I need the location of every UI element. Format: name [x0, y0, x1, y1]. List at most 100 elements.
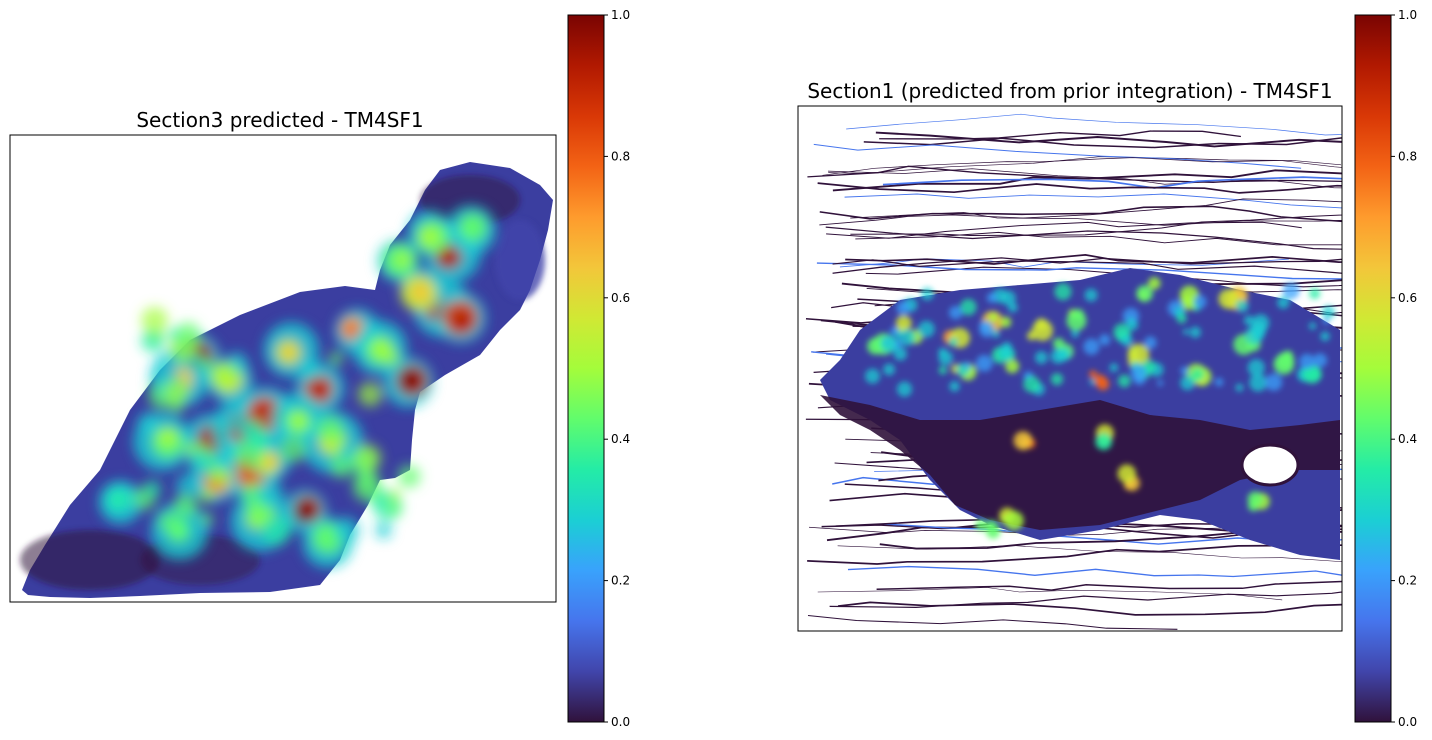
- panel1-colorbar-tick-label: 0.8: [611, 149, 630, 163]
- panel1-texture-blob: [261, 515, 292, 546]
- panel2-texture-blob: [938, 347, 947, 357]
- panel2-texture-blob: [883, 363, 896, 376]
- panel2-texture-blob: [1084, 288, 1098, 302]
- panel2-strand: [826, 221, 1302, 239]
- panel2-strand: [846, 113, 1342, 136]
- panel2-texture-blob: [1265, 373, 1283, 391]
- panel1-expression-blob: [293, 502, 315, 524]
- panel2-texture-blob: [893, 347, 908, 361]
- panel1-expression-blob: [400, 370, 420, 390]
- panel1-colorbar-tick-label: 0.6: [611, 291, 630, 305]
- panel2-colorbar-tick-label: 0.4: [1398, 432, 1417, 446]
- panel1-expression-blob: [108, 489, 129, 511]
- panel1-texture-blob: [210, 467, 229, 486]
- panel2-strand: [850, 211, 1342, 226]
- panel2-texture-blob: [1089, 379, 1096, 386]
- panel1-texture-blob: [137, 412, 160, 435]
- panel2-expression-blob: [1013, 431, 1033, 451]
- panel1-texture-blob: [222, 417, 239, 434]
- panel2-texture-blob: [896, 381, 913, 397]
- panel1-texture-blob: [280, 436, 307, 463]
- panel2-strand: [807, 614, 1178, 630]
- panel2-texture-blob: [1235, 383, 1244, 392]
- panel1-axes-frame: [9, 134, 557, 603]
- panel2-texture-blob: [1282, 282, 1300, 300]
- panel1-texture-blob: [333, 517, 360, 544]
- panel2-strand: [832, 259, 1342, 274]
- panel1-texture-blob: [257, 481, 285, 509]
- panel2-texture-blob: [938, 366, 948, 375]
- panel2-texture-blob: [1127, 317, 1134, 325]
- panel2-colorbar-gradient: [1354, 14, 1392, 723]
- panel2-texture-blob: [1247, 359, 1265, 377]
- panel2-texture-blob: [1312, 353, 1328, 368]
- panel2-strand: [817, 182, 1342, 194]
- panel2-expression-blob: [988, 312, 998, 322]
- panel2-texture-blob: [986, 292, 998, 303]
- panel2-strand: [825, 226, 1342, 250]
- panel1-texture-blob: [352, 472, 383, 503]
- panel1-colorbar-tick-label: 0.2: [611, 574, 630, 588]
- panel2-expression-blob: [1052, 337, 1065, 350]
- panel2-texture-blob: [898, 329, 916, 347]
- panel2-texture-blob: [949, 381, 960, 392]
- panel2-texture-blob: [1299, 353, 1315, 370]
- panel2-texture-blob: [963, 361, 972, 370]
- panel1-texture-blob: [209, 361, 238, 390]
- panel2-strand: [807, 165, 1342, 183]
- panel2-texture-blob: [1144, 336, 1157, 349]
- panel1-texture-blob: [338, 444, 353, 459]
- panel2-expression-blob: [1218, 289, 1239, 309]
- panel1-expression-blob: [290, 412, 307, 430]
- panel2-strand: [882, 176, 1342, 189]
- panel1-texture-blob: [328, 351, 344, 366]
- panel2-tissue-map: [805, 113, 1342, 630]
- panel1-expression-blob: [310, 381, 328, 400]
- panel2-expression-blob: [895, 315, 912, 332]
- panel2-texture-blob: [948, 337, 958, 347]
- panel2-texture-blob: [1190, 368, 1205, 382]
- panel1-expression-blob: [410, 282, 431, 303]
- panel1-colorbar: 0.0 0.2 0.4 0.6 0.8 1.0: [567, 8, 630, 729]
- panel1-colorbar-tick-label: 1.0: [611, 8, 630, 22]
- panel2-strand: [863, 137, 1342, 149]
- panel2-strand: [844, 193, 1342, 209]
- panel2-texture-blob: [1109, 363, 1119, 373]
- panel2-texture-blob: [979, 322, 995, 338]
- panel2-texture-blob: [1180, 366, 1189, 375]
- panel2-colorbar-ticks: 0.0 0.2 0.4 0.6 0.8 1.0: [1391, 8, 1417, 729]
- panel1-texture-blob: [187, 451, 208, 472]
- panel2-texture-blob: [1071, 329, 1080, 338]
- panel2-colorbar-tick-label: 0.0: [1398, 715, 1417, 729]
- panel2-strand: [819, 198, 1342, 226]
- panel2-texture-blob: [1050, 373, 1064, 386]
- panel2-strand: [827, 168, 1342, 189]
- panel2-axes-frame: [797, 105, 1343, 632]
- panel2-title: Section1 (predicted from prior integrati…: [807, 79, 1332, 103]
- panel2-texture-blob: [975, 354, 993, 372]
- panel-section1: Section1 (predicted from prior integrati…: [797, 8, 1417, 729]
- panel2-expression-blob: [1117, 464, 1137, 483]
- panel2-expression-blob: [1000, 316, 1012, 328]
- panel2-expression-blob: [1273, 353, 1295, 375]
- panel1-texture-blob: [175, 473, 202, 499]
- panel2-strand: [850, 214, 1342, 236]
- panel2-strand: [832, 257, 1342, 274]
- panel1-expression-blob: [419, 226, 440, 248]
- panel1-texture-blob: [140, 328, 165, 353]
- panel1-expression-blobs: [99, 205, 496, 568]
- panel1-texture-blob: [198, 356, 212, 370]
- panel2-expression-blob: [985, 519, 998, 533]
- panel2-strand: [822, 157, 1342, 176]
- panel2-texture-blob: [948, 305, 963, 320]
- panel1-expression-blob: [158, 427, 178, 447]
- panel-section3: Section3 predicted - TM4SF1 0.0 0.2 0.4 0.6…: [9, 8, 630, 729]
- panel2-texture-blob: [1308, 287, 1321, 300]
- panel1-texture-blob: [375, 521, 393, 539]
- panel1-tissue-map: [20, 162, 553, 598]
- panel2-strand: [879, 130, 1241, 140]
- panel2-texture-blob: [1320, 331, 1330, 342]
- panel1-texture-blob: [167, 327, 181, 342]
- panel2-texture-blob: [1121, 335, 1133, 347]
- panel1-expression-blob: [462, 220, 476, 234]
